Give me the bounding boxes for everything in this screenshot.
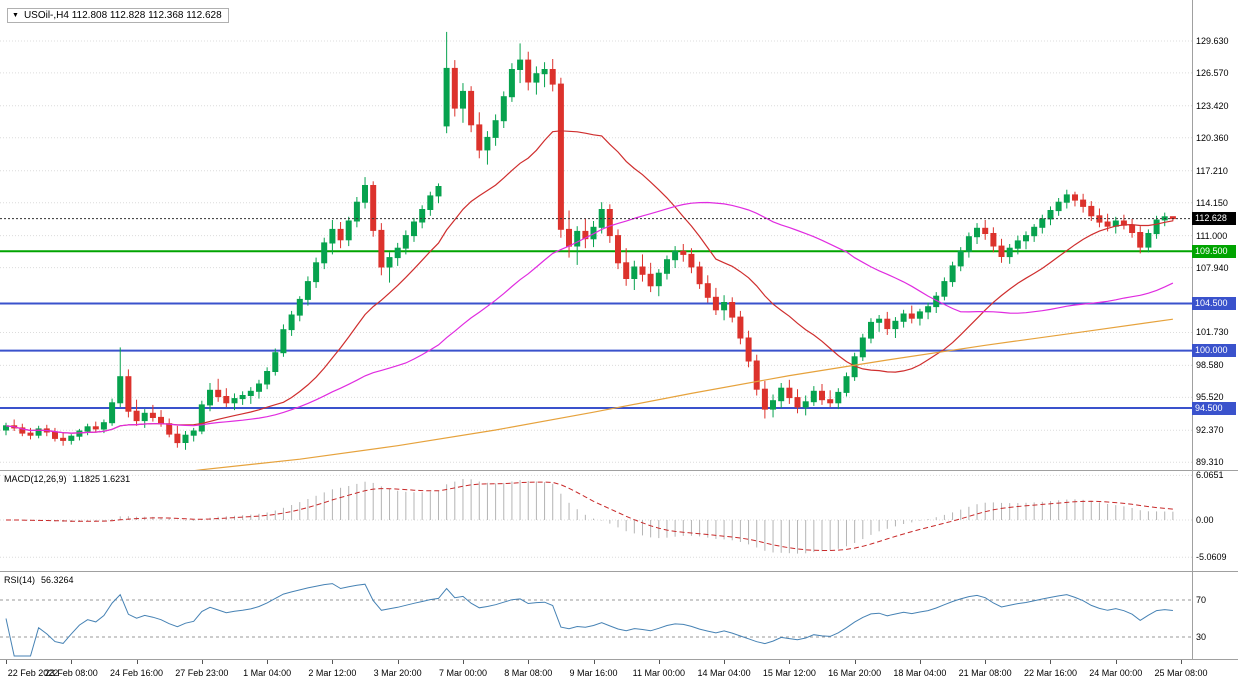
price-axis-label: 95.520 <box>1196 392 1224 403</box>
time-axis-label: 16 Mar 20:00 <box>828 668 882 678</box>
macd-axis-label: -5.0609 <box>1196 552 1227 563</box>
panel-separator <box>0 659 1238 660</box>
panel-separator[interactable] <box>0 571 1238 572</box>
price-level-badge: 109.500 <box>1192 244 1236 258</box>
price-axis-label: 114.150 <box>1196 197 1228 208</box>
price-level-badge: 100.000 <box>1192 344 1236 358</box>
price-axis[interactable]: 129.630 126.570 123.420 120.360 117.210 114.1… <box>1192 0 1238 660</box>
time-axis-label: 14 Mar 04:00 <box>697 668 751 678</box>
panel-separator[interactable] <box>0 470 1238 471</box>
macd-title: MACD(12,26,9) <box>4 474 67 484</box>
time-axis-label: 15 Mar 12:00 <box>762 668 816 678</box>
time-axis-label: 25 Mar 08:00 <box>1154 668 1208 678</box>
symbol-ohlc-text: USOil-,H4 112.808 112.828 112.368 112.62… <box>23 10 222 21</box>
time-axis-label: 2 Mar 12:00 <box>308 668 357 678</box>
time-axis-label: 24 Mar 00:00 <box>1089 668 1143 678</box>
time-axis-label: 11 Mar 00:00 <box>632 668 685 678</box>
time-axis-label: 27 Feb 23:00 <box>175 668 229 678</box>
rsi-title: RSI(14) <box>4 575 36 585</box>
time-axis-tick <box>528 660 530 664</box>
macd-axis-label: 0.00 <box>1196 515 1214 525</box>
price-axis-label: 107.940 <box>1196 262 1229 273</box>
time-axis-tick <box>267 660 269 664</box>
time-axis-label: 22 Feb 2022 <box>7 668 59 678</box>
time-axis-label: 24 Feb 16:00 <box>110 668 164 678</box>
time-axis-tick <box>1050 660 1052 664</box>
time-axis-tick <box>593 660 595 664</box>
price-axis-label: 92.370 <box>1196 425 1224 436</box>
time-axis-label: 8 Mar 08:00 <box>504 668 553 678</box>
macd-indicator-plot[interactable] <box>0 471 1192 571</box>
symbol-ohlc-readout[interactable]: ▼ USOil-,H4 112.808 112.828 112.368 112.… <box>7 8 229 23</box>
price-axis-label: 117.210 <box>1196 165 1228 176</box>
time-axis-label: 21 Mar 08:00 <box>958 668 1012 678</box>
price-axis-border <box>1192 0 1193 660</box>
time-axis-label: 22 Mar 16:00 <box>1023 668 1077 678</box>
time-axis[interactable]: 22 Feb 2022 23 Feb 08:00 24 Feb 16:00 27 Fe… <box>0 660 1238 693</box>
time-axis-tick <box>332 660 334 664</box>
price-chart-plot[interactable] <box>0 0 1192 470</box>
rsi-level-label: 30 <box>1196 631 1207 642</box>
time-axis-tick <box>462 660 464 664</box>
time-axis-tick <box>724 660 726 664</box>
rsi-value: 56.3264 <box>41 575 74 585</box>
price-axis-label: 111.000 <box>1196 230 1228 241</box>
time-axis-tick <box>789 660 791 664</box>
time-axis-tick <box>919 660 921 664</box>
price-axis-label: 89.310 <box>1196 457 1224 468</box>
time-axis-tick <box>397 660 399 664</box>
time-axis-tick <box>201 660 203 664</box>
macd-indicator-label: MACD(12,26,9) 1.1825 1.6231 <box>4 474 136 484</box>
price-level-badge: 94.500 <box>1192 401 1236 415</box>
time-axis-label: 18 Mar 04:00 <box>893 668 947 678</box>
price-axis-label: 123.420 <box>1196 100 1229 111</box>
current-price-badge: 112.628 <box>1192 212 1236 226</box>
price-axis-label: 98.580 <box>1196 360 1224 371</box>
chevron-down-icon[interactable]: ▼ <box>12 11 19 19</box>
time-axis-label: 3 Mar 20:00 <box>373 668 422 678</box>
time-axis-tick <box>6 660 7 664</box>
price-axis-label: 101.730 <box>1196 327 1229 338</box>
time-axis-label: 23 Feb 08:00 <box>44 668 98 678</box>
time-axis-label: 9 Mar 16:00 <box>569 668 618 678</box>
price-axis-label: 120.360 <box>1196 132 1229 143</box>
macd-axis-label: 6.0651 <box>1196 470 1224 481</box>
time-axis-tick <box>136 660 138 664</box>
time-axis-tick <box>71 660 73 664</box>
rsi-indicator-label: RSI(14) 56.3264 <box>4 575 80 585</box>
time-axis-tick <box>658 660 660 664</box>
price-axis-label: 126.570 <box>1196 67 1229 78</box>
time-axis-tick <box>1181 660 1183 664</box>
time-axis-tick <box>854 660 856 664</box>
price-level-badge: 104.500 <box>1192 297 1236 311</box>
time-axis-label: 1 Mar 04:00 <box>243 668 292 678</box>
macd-values: 1.1825 1.6231 <box>72 474 131 484</box>
rsi-level-label: 70 <box>1196 595 1207 605</box>
price-axis-label: 129.630 <box>1196 35 1229 46</box>
time-axis-tick <box>1115 660 1117 664</box>
rsi-indicator-plot[interactable] <box>0 572 1192 659</box>
time-axis-tick <box>985 660 987 664</box>
time-axis-label: 7 Mar 00:00 <box>438 668 487 678</box>
